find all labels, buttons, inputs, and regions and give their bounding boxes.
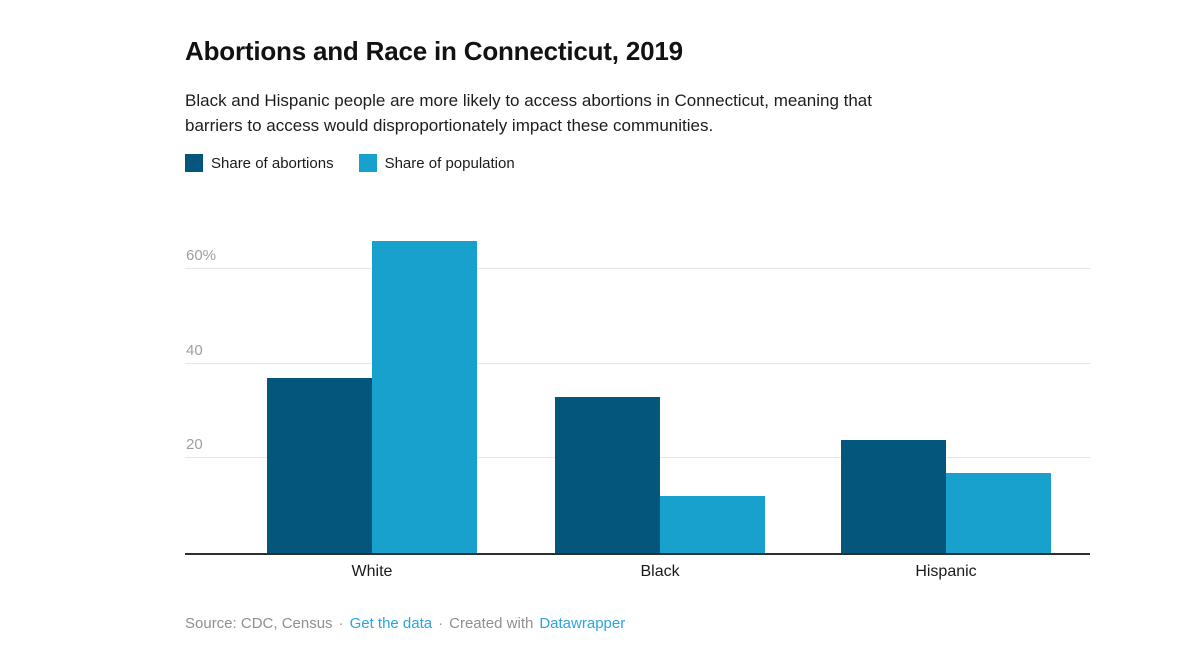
footer-separator: · — [438, 615, 444, 632]
chart-title: Abortions and Race in Connecticut, 2019 — [185, 36, 683, 66]
legend: Share of abortions Share of population — [185, 154, 515, 172]
chart-description: Black and Hispanic people are more likel… — [185, 88, 1090, 138]
bar-hispanic-share-of-abortions — [841, 439, 946, 553]
source-text: Source: CDC, Census — [185, 615, 333, 632]
x-axis: White Black Hispanic — [185, 563, 1090, 587]
y-tick-label-40: 40 — [186, 341, 203, 359]
bar-white-share-of-abortions — [266, 378, 372, 553]
bar-black-share-of-abortions — [555, 396, 661, 553]
datawrapper-link[interactable]: Datawrapper — [539, 615, 626, 632]
get-the-data-link[interactable]: Get the data — [349, 615, 433, 632]
footer-separator: · — [338, 615, 344, 632]
x-axis-label-black: Black — [640, 563, 680, 580]
y-tick-label-20: 20 — [186, 436, 203, 454]
gridline-40 — [185, 362, 1090, 364]
gridline-60 — [185, 268, 1090, 270]
bar-hispanic-share-of-population — [946, 472, 1051, 553]
chart-footer: Source: CDC, Census · Get the data · Cre… — [185, 615, 625, 632]
legend-label: Share of population — [384, 154, 515, 172]
legend-swatch — [358, 154, 377, 172]
bar-white-share-of-population — [371, 240, 477, 553]
legend-swatch — [185, 154, 203, 172]
y-tick-label-60: 60% — [186, 247, 217, 265]
plot-area: 20 40 60% — [185, 222, 1090, 555]
chart-description-line-1: Black and Hispanic people are more likel… — [185, 91, 872, 110]
chart-card: Abortions and Race in Connecticut, 2019 … — [185, 0, 1090, 658]
legend-label: Share of abortions — [211, 154, 334, 172]
x-axis-label-hispanic: Hispanic — [915, 563, 977, 580]
legend-item-share-of-abortions: Share of abortions — [185, 154, 334, 172]
x-axis-label-white: White — [351, 563, 393, 580]
bar-black-share-of-population — [660, 496, 765, 553]
legend-item-share-of-population: Share of population — [358, 154, 515, 172]
created-with-text: Created with — [449, 615, 534, 632]
chart-description-line-2: barriers to access would disproportionat… — [185, 116, 714, 135]
